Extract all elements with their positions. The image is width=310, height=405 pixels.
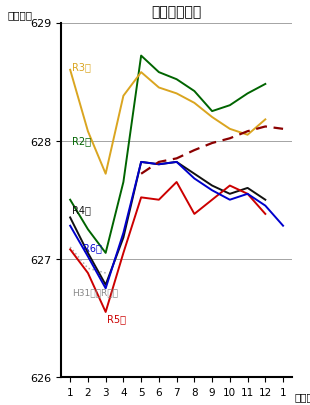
Title: 月別人口推移: 月別人口推移	[152, 6, 202, 19]
X-axis label: （月）: （月）	[294, 391, 310, 401]
Text: R4年: R4年	[72, 205, 91, 215]
Text: H31年・R元年: H31年・R元年	[72, 288, 118, 296]
Text: R6年: R6年	[83, 242, 102, 252]
Text: R3年: R3年	[72, 62, 91, 72]
Text: R5年: R5年	[108, 313, 126, 323]
Y-axis label: （万人）: （万人）	[7, 10, 32, 20]
Text: R2年: R2年	[72, 136, 91, 146]
